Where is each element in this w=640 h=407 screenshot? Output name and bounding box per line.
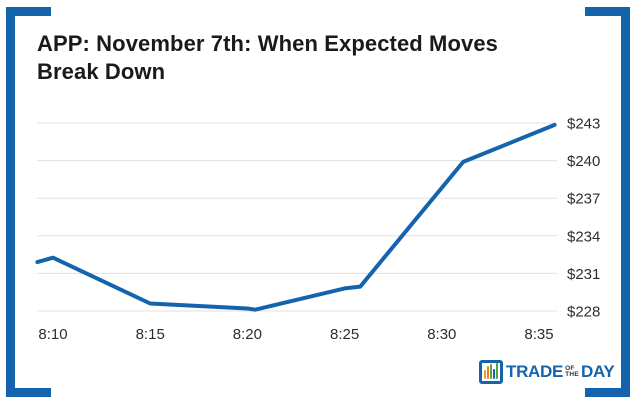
icon-bar xyxy=(490,364,492,379)
chart-title: APP: November 7th: When Expected Moves B… xyxy=(37,31,499,84)
y-tick-label: $243 xyxy=(567,116,600,133)
logo-trade-text: TRADE xyxy=(506,362,564,381)
y-tick-label: $237 xyxy=(567,191,600,208)
frame-top-left-stub xyxy=(6,7,51,16)
x-tick-label: 8:20 xyxy=(233,326,262,343)
y-tick-label: $231 xyxy=(567,266,600,283)
frame-left-bar xyxy=(6,7,15,397)
icon-bar xyxy=(487,366,489,379)
frame-bottom-right-stub xyxy=(585,388,630,397)
x-tick-label: 8:30 xyxy=(427,326,456,343)
icon-bar xyxy=(496,363,498,379)
frame-top-right-stub xyxy=(585,7,630,16)
icon-bar xyxy=(484,370,486,379)
x-tick-label: 8:15 xyxy=(136,326,165,343)
y-tick-label: $228 xyxy=(567,304,600,321)
x-tick-label: 8:35 xyxy=(524,326,553,343)
logo-the-text: THE xyxy=(565,371,579,378)
logo-of-text: OF xyxy=(565,364,575,372)
trade-of-the-day-logo: TRADE OF THE DAY xyxy=(479,360,615,384)
logo-wordmark: TRADE OF THE DAY xyxy=(506,362,615,382)
x-tick-label: 8:25 xyxy=(330,326,359,343)
y-tick-label: $240 xyxy=(567,153,600,170)
frame-bottom-left-stub xyxy=(6,388,51,397)
x-tick-label: 8:10 xyxy=(38,326,67,343)
price-line xyxy=(35,122,557,312)
logo-of-the-text: OF THE xyxy=(565,364,579,379)
logo-day-text: DAY xyxy=(580,362,615,381)
icon-bar xyxy=(493,369,495,379)
bar-chart-icon xyxy=(479,360,503,384)
y-tick-label: $234 xyxy=(567,228,600,245)
frame-right-bar xyxy=(621,7,630,397)
